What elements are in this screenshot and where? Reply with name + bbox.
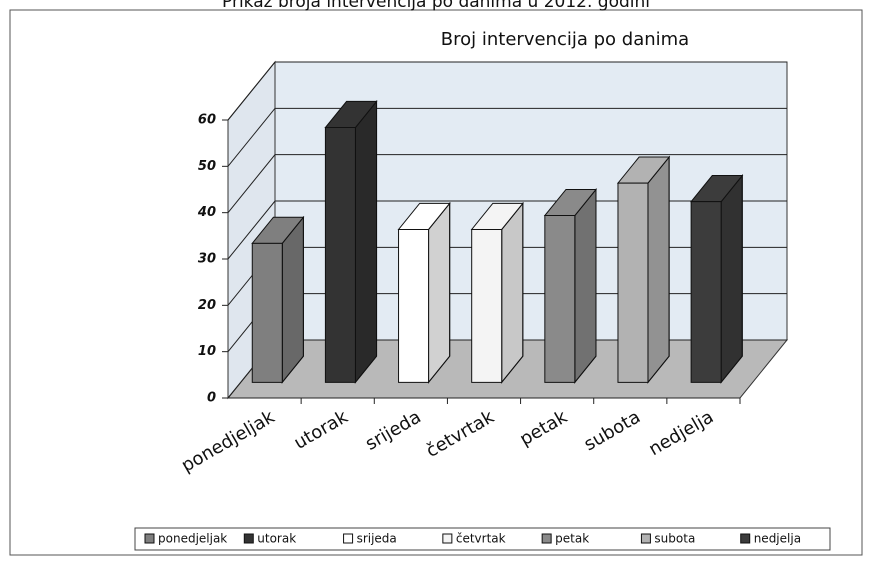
bar — [690, 174, 744, 384]
grid-line — [227, 154, 787, 213]
bar-side-shade — [574, 188, 597, 384]
chart-title: Broj intervencija po danima — [441, 29, 689, 50]
bar-side-shade — [428, 201, 451, 384]
y-tick-label: 10 — [198, 344, 216, 359]
bar-front — [690, 201, 722, 383]
bar — [543, 188, 598, 384]
bar — [251, 215, 305, 384]
y-tick-label: 30 — [198, 252, 216, 267]
legend-swatch — [243, 533, 254, 544]
legend-swatch — [442, 533, 453, 544]
y-tick-label: 20 — [198, 298, 216, 313]
legend-label: četvrtak — [456, 532, 506, 546]
legend-swatch — [640, 533, 651, 544]
legend-label: nedjelja — [754, 532, 801, 546]
legend-label: subota — [654, 532, 695, 546]
legend-swatch — [740, 533, 751, 544]
bar — [397, 201, 451, 384]
y-tick-label: 60 — [198, 113, 216, 128]
bar-side-shade — [720, 174, 743, 384]
grid-line — [227, 61, 787, 121]
bar-front — [398, 228, 430, 383]
legend-label: srijeda — [357, 532, 397, 546]
bar — [324, 99, 378, 384]
bar-front — [251, 242, 283, 383]
bar-front — [324, 127, 356, 383]
bar-side-shade — [281, 215, 304, 384]
chart-supertitle: Prikaz broja intervencija po danima u 20… — [222, 0, 650, 12]
grid-line — [227, 107, 787, 167]
legend-label: ponedjeljak — [158, 532, 227, 546]
legend-label: utorak — [257, 532, 296, 546]
y-tick-label: 50 — [198, 159, 216, 174]
bar-side-shade — [354, 99, 378, 384]
legend-swatch — [541, 533, 552, 544]
bar — [616, 155, 671, 384]
bar-side-shade — [501, 201, 524, 384]
legend-swatch — [144, 533, 155, 544]
legend — [134, 527, 831, 551]
bar-side-shade — [647, 155, 670, 384]
y-tick-label: 40 — [197, 205, 216, 220]
bar-front — [617, 182, 649, 383]
legend-swatch — [343, 533, 354, 544]
legend-label: petak — [555, 532, 589, 546]
grid-line — [227, 200, 787, 260]
bar-front — [544, 215, 576, 383]
bar — [470, 201, 524, 384]
bar-front — [471, 228, 503, 383]
y-tick-label: 0 — [207, 391, 216, 406]
